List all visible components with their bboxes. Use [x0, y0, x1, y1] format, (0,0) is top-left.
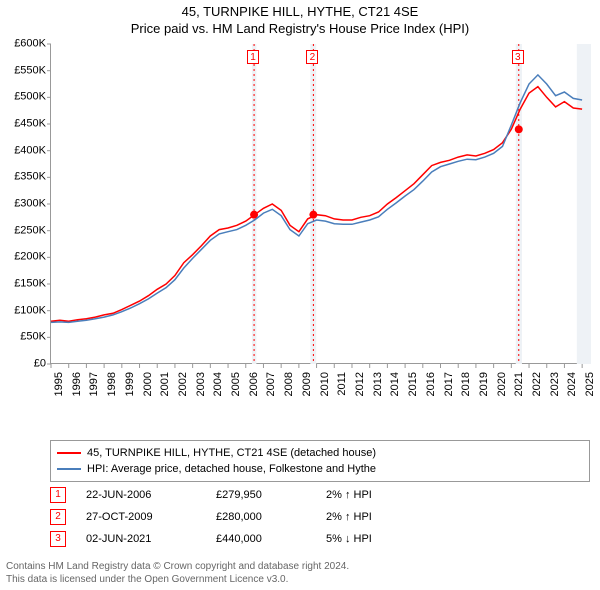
event-price: £280,000 — [216, 511, 306, 523]
event-idx-box: 3 — [50, 531, 66, 547]
event-date: 27-OCT-2009 — [86, 511, 196, 523]
footer-line1: Contains HM Land Registry data © Crown c… — [6, 560, 349, 573]
footer-line2: This data is licensed under the Open Gov… — [6, 573, 349, 586]
legend-label: 45, TURNPIKE HILL, HYTHE, CT21 4SE (deta… — [87, 447, 376, 459]
y-tick-label: £200K — [4, 252, 46, 263]
series-hpi — [51, 75, 582, 323]
y-tick-label: £0 — [4, 359, 46, 370]
y-tick-label: £100K — [4, 305, 46, 316]
legend-swatch — [57, 452, 81, 454]
legend-box: 45, TURNPIKE HILL, HYTHE, CT21 4SE (deta… — [50, 440, 590, 482]
event-date: 02-JUN-2021 — [86, 533, 196, 545]
events-table: 1 22-JUN-2006 £279,950 2% ↑ HPI 2 27-OCT-2009… — [50, 484, 590, 550]
event-price: £279,950 — [216, 489, 306, 501]
y-tick-label: £400K — [4, 145, 46, 156]
event-idx-box: 2 — [50, 509, 66, 525]
legend-row: 45, TURNPIKE HILL, HYTHE, CT21 4SE (deta… — [57, 445, 583, 461]
event-delta: 2% ↑ HPI — [326, 511, 590, 523]
shade-band — [577, 44, 591, 364]
y-tick-label: £550K — [4, 65, 46, 76]
y-tick-label: £350K — [4, 172, 46, 183]
event-marker-box: 3 — [512, 50, 524, 64]
y-tick-label: £500K — [4, 92, 46, 103]
legend-label: HPI: Average price, detached house, Folk… — [87, 463, 376, 475]
event-marker-box: 1 — [247, 50, 259, 64]
y-tick-label: £250K — [4, 225, 46, 236]
y-tick-label: £600K — [4, 39, 46, 50]
chart-container: 1 2 3 £0 £50K £100K £150K £200K £250K £300K £350K £… — [0, 44, 600, 404]
y-tick-label: £50K — [4, 332, 46, 343]
event-marker-box: 2 — [306, 50, 318, 64]
event-row: 1 22-JUN-2006 £279,950 2% ↑ HPI — [50, 484, 590, 506]
x-tick-label: 2025 — [585, 372, 600, 396]
plot-area — [50, 44, 590, 364]
event-row: 3 02-JUN-2021 £440,000 5% ↓ HPI — [50, 528, 590, 550]
footer-attribution: Contains HM Land Registry data © Crown c… — [6, 560, 349, 586]
series-property — [51, 87, 582, 322]
event-row: 2 27-OCT-2009 £280,000 2% ↑ HPI — [50, 506, 590, 528]
y-tick-label: £150K — [4, 279, 46, 290]
legend-row: HPI: Average price, detached house, Folk… — [57, 461, 583, 477]
y-tick-label: £450K — [4, 119, 46, 130]
legend-swatch — [57, 468, 81, 470]
page-title-line1: 45, TURNPIKE HILL, HYTHE, CT21 4SE — [0, 4, 600, 19]
event-price: £440,000 — [216, 533, 306, 545]
page-title-line2: Price paid vs. HM Land Registry's House … — [0, 21, 600, 36]
y-tick-label: £300K — [4, 199, 46, 210]
event-date: 22-JUN-2006 — [86, 489, 196, 501]
event-dot — [515, 125, 523, 133]
event-delta: 5% ↓ HPI — [326, 533, 590, 545]
event-idx-box: 1 — [50, 487, 66, 503]
chart-svg — [51, 44, 591, 364]
event-delta: 2% ↑ HPI — [326, 489, 590, 501]
